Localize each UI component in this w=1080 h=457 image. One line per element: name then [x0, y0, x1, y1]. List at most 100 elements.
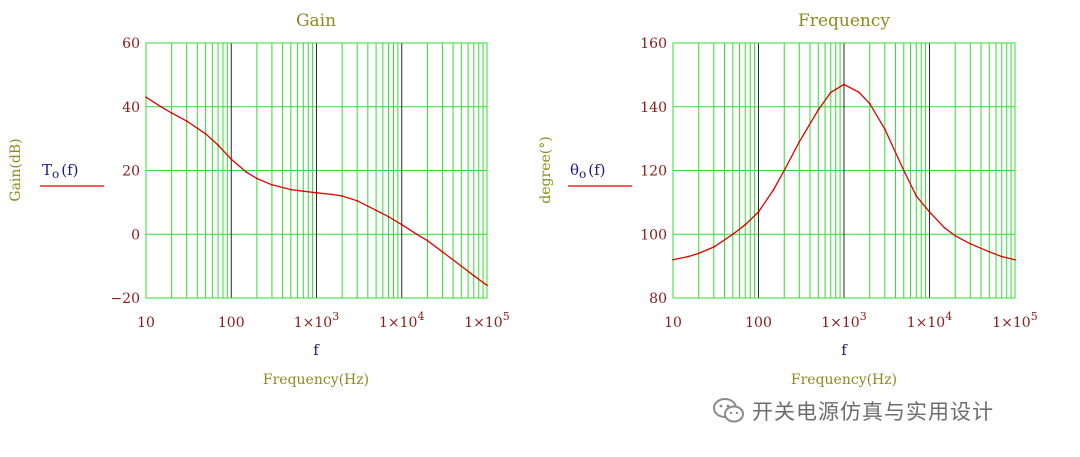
data-point	[883, 128, 886, 130]
data-point	[712, 246, 715, 248]
chart-title: Frequency	[798, 11, 890, 31]
x-tick-exponent: 3	[332, 310, 339, 323]
data-point	[817, 109, 820, 111]
data-point	[341, 195, 344, 197]
data-point	[486, 284, 488, 287]
x-tick-mantissa: 1×10	[379, 315, 417, 331]
data-point	[954, 234, 957, 237]
x-axis-label: Frequency(Hz)	[791, 372, 897, 388]
data-point	[330, 193, 333, 196]
data-point	[185, 120, 188, 122]
x-tick-label: 1×103	[294, 310, 339, 331]
data-point	[289, 188, 292, 191]
x-variable-label: f	[841, 341, 848, 359]
data-point	[387, 215, 390, 218]
plot-frame	[672, 42, 1016, 299]
data-point	[400, 223, 403, 226]
legend-subscript: o	[52, 167, 59, 181]
x-tick-exponent: 5	[503, 310, 510, 323]
x-tick-mantissa: 100	[745, 315, 772, 331]
data-point	[217, 144, 219, 146]
x-tick-label: 10	[137, 315, 155, 331]
x-tick-label: 1×104	[907, 310, 952, 331]
data-point	[1000, 255, 1003, 258]
y-tick-label: 160	[640, 36, 667, 52]
data-point	[843, 83, 845, 86]
x-tick-exponent: 5	[1031, 310, 1038, 323]
data-point	[915, 195, 918, 197]
data-point	[697, 252, 700, 255]
y-tick-label: 80	[649, 291, 667, 307]
y-axis-label: Gain(dB)	[8, 138, 24, 201]
x-tick-label: 1×103	[821, 310, 866, 331]
x-variable-label: f	[313, 341, 320, 359]
x-tick-label: 10	[664, 315, 682, 331]
x-tick-mantissa: 1×10	[821, 315, 859, 331]
x-tick-label: 1×105	[464, 310, 509, 331]
data-point	[375, 209, 377, 212]
data-point	[868, 102, 871, 105]
y-tick-label: 100	[640, 227, 667, 243]
y-tick-label: 40	[122, 100, 140, 116]
data-point	[744, 223, 747, 226]
data-point	[204, 132, 207, 135]
legend-symbol: θ	[570, 161, 579, 179]
y-tick-label: 120	[640, 164, 667, 180]
x-tick-mantissa: 1×10	[294, 315, 332, 331]
data-point	[472, 274, 475, 277]
x-tick-mantissa: 100	[218, 315, 245, 331]
y-axis-label: degree(°)	[538, 136, 554, 203]
legend-label: θo (f)	[570, 161, 606, 181]
data-point	[245, 171, 248, 173]
data-point	[772, 188, 775, 191]
x-tick-label: 1×104	[379, 310, 424, 331]
data-point	[315, 191, 318, 194]
data-point	[731, 233, 734, 236]
legend-subscript: o	[579, 167, 586, 181]
y-tick-label: 0	[131, 227, 140, 243]
legend-symbol: T	[42, 161, 52, 179]
data-point	[1014, 258, 1016, 261]
legend-argument: (f)	[588, 161, 605, 179]
x-axis-label: Frequency(Hz)	[263, 372, 369, 388]
x-tick-mantissa: 1×10	[907, 315, 945, 331]
data-point	[426, 239, 429, 242]
data-point	[302, 190, 305, 193]
x-tick-exponent: 4	[945, 310, 952, 323]
x-tick-mantissa: 1×10	[464, 315, 502, 331]
data-point	[460, 265, 463, 268]
y-tick-label: 60	[122, 36, 140, 52]
data-point	[858, 91, 860, 94]
data-point	[256, 177, 258, 180]
x-tick-mantissa: 10	[664, 315, 682, 331]
chart-title: Gain	[296, 11, 336, 31]
watermark: 开关电源仿真与实用设计	[712, 396, 994, 426]
x-tick-mantissa: 10	[137, 315, 155, 331]
y-tick-label: 20	[122, 164, 140, 180]
legend-argument: (f)	[61, 161, 78, 179]
data-point	[798, 140, 801, 143]
data-point	[969, 242, 972, 245]
x-tick-exponent: 3	[860, 310, 867, 323]
x-tick-label: 1×105	[992, 310, 1037, 331]
data-point	[988, 250, 991, 253]
data-point	[943, 226, 946, 229]
legend-label: To (f)	[42, 161, 79, 181]
plot-frame	[145, 42, 488, 299]
data-point	[145, 96, 147, 99]
data-point	[356, 199, 359, 202]
data-point	[902, 169, 905, 172]
x-tick-mantissa: 1×10	[992, 315, 1030, 331]
data-point	[271, 183, 273, 186]
data-point	[672, 258, 674, 261]
data-point	[441, 250, 444, 253]
x-tick-label: 100	[745, 315, 772, 331]
wechat-icon	[713, 398, 744, 423]
y-tick-label: −20	[110, 291, 140, 307]
data-point	[415, 233, 418, 236]
data-point	[829, 91, 832, 94]
y-tick-label: 140	[640, 100, 667, 116]
